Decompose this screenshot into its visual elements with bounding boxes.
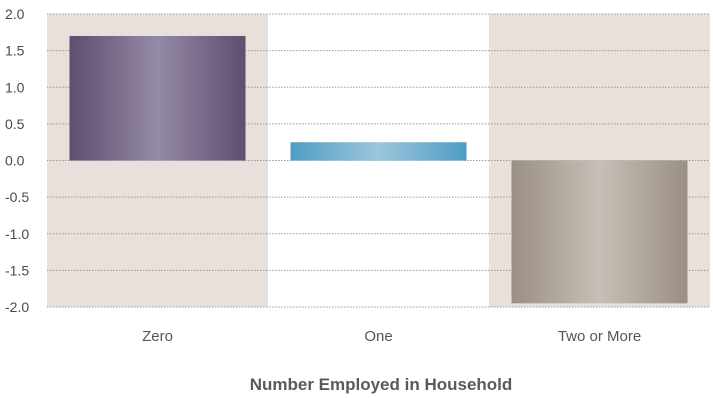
- bar-zero: [69, 35, 246, 161]
- y-tick-label: -0.5: [5, 189, 29, 205]
- x-category-label: Zero: [142, 328, 173, 345]
- x-axis-category-labels: Zero One Two or More: [142, 328, 641, 345]
- y-tick-label: -1.5: [5, 262, 29, 278]
- y-tick-label: 1.0: [5, 79, 25, 95]
- y-tick-label: -2.0: [5, 299, 29, 315]
- y-tick-label: 0.5: [5, 116, 25, 132]
- y-axis-tick-labels: 2.0 1.5 1.0 0.5 0.0 -0.5 -1.0 -1.5 -2.0: [5, 6, 29, 315]
- y-tick-label: -1.0: [5, 226, 29, 242]
- x-category-label: One: [364, 328, 392, 345]
- bar-one: [290, 142, 467, 161]
- y-tick-label: 0.0: [5, 153, 25, 169]
- x-category-label: Two or More: [558, 328, 641, 345]
- bar-two-or-more: [511, 160, 688, 304]
- y-tick-label: 2.0: [5, 6, 25, 22]
- bars: [69, 35, 688, 304]
- x-axis-title: Number Employed in Household: [250, 375, 513, 394]
- y-tick-label: 1.5: [5, 43, 25, 59]
